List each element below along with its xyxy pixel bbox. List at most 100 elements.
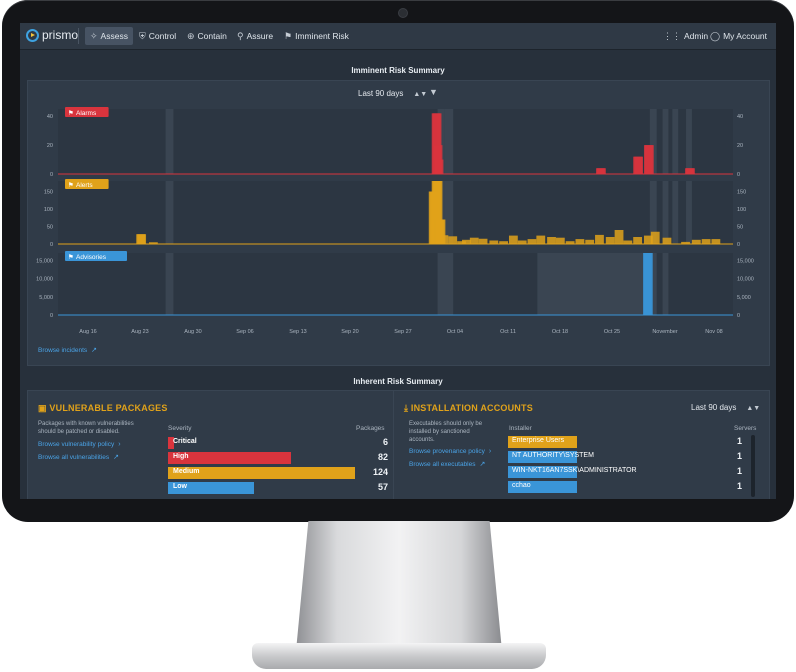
y-tick-label-right: 20	[737, 143, 743, 149]
installation-accounts-panel: ⤓ INSTALLATION ACCOUNTS Last 90 days ▲▼ E…	[393, 390, 770, 499]
installer-row[interactable]: Enterprise Users 1	[508, 436, 748, 448]
shaded-region	[686, 181, 692, 244]
chevron-right-icon: ›	[118, 441, 121, 448]
y-tick-label: 40	[47, 114, 53, 120]
severity-label: Medium	[173, 468, 200, 475]
data-bar	[148, 242, 158, 244]
severity-label: Low	[173, 483, 187, 490]
shaded-region	[537, 253, 645, 315]
install-desc-line: Executables should only be	[409, 421, 483, 427]
installer-row[interactable]: NT AUTHORITY\SYSTEM 1	[508, 451, 748, 463]
y-tick-label-right: 5,000	[737, 295, 751, 301]
chart-pane-advisories: 0 0 5,000 5,000 10,000 10,000 15,000 15,000 ⚑ Adv…	[36, 251, 754, 319]
plot-area	[58, 109, 733, 174]
installer-label: WIN-NKT16AN7SSK\ADMINISTRATOR	[512, 467, 637, 474]
shaded-region	[437, 253, 454, 315]
series-tag-label: Advisories	[76, 254, 107, 261]
nav-tab-label: Contain	[197, 31, 227, 41]
package-icon: ▣	[38, 403, 47, 413]
link-label: Browse provenance policy	[409, 448, 485, 455]
account-label: My Account	[723, 31, 768, 41]
series-tag-alarms: ⚑ Alarms	[65, 107, 109, 117]
flag-icon: ⚑	[68, 181, 74, 189]
data-bar	[462, 239, 471, 244]
package-count: 82	[377, 452, 388, 462]
severity-bar	[168, 482, 254, 494]
series-tag-label: Alerts	[76, 182, 93, 189]
browse-all-vulnerabilities-link[interactable]: Browse all vulnerabilities ↗	[38, 453, 119, 461]
data-bar	[547, 237, 556, 244]
x-tick-label: Oct 04	[447, 329, 463, 335]
data-bar	[478, 238, 488, 244]
installer-row[interactable]: WIN-NKT16AN7SSK\ADMINISTRATOR 1	[508, 466, 748, 478]
install-description: Executables should only be installed by …	[409, 420, 482, 444]
browse-incidents-link[interactable]: Browse incidents ↗	[38, 346, 97, 354]
y-tick-label-right: 15,000	[737, 258, 754, 264]
x-tick-label: Oct 25	[604, 329, 620, 335]
vuln-desc-line: Packages with known vulnerabilities	[38, 421, 134, 427]
filter-icon[interactable]: ▼	[429, 87, 438, 97]
nav-tab-contain[interactable]: ⊕ Contain	[182, 27, 232, 45]
y-tick-label-right: 10,000	[737, 277, 754, 283]
severity-row-high[interactable]: High 82	[168, 452, 388, 464]
data-bar	[489, 240, 499, 244]
x-tick-label: Sep 27	[394, 329, 411, 335]
account-menu[interactable]: ◯ My Account	[705, 27, 772, 45]
server-count: 1	[736, 436, 742, 446]
data-bar	[662, 237, 672, 244]
install-range-select[interactable]: Last 90 days ▲▼	[691, 403, 760, 412]
inherent-risk-title: Inherent Risk Summary	[353, 377, 443, 386]
data-bar	[457, 241, 466, 244]
screen: prismo ✧ Assess ⛨ Control ⊕ Contain ⚲ Assure…	[20, 23, 776, 499]
shaded-region	[662, 181, 669, 244]
logo-text: prismo	[42, 28, 79, 42]
sliders-icon: ⋮⋮	[663, 31, 681, 41]
y-tick-label: 50	[47, 225, 53, 231]
shaded-region	[444, 181, 454, 244]
severity-row-medium[interactable]: Medium 124	[168, 467, 388, 479]
link-label: Browse all vulnerabilities	[38, 454, 110, 461]
flag-icon: ⚑	[68, 253, 74, 261]
x-tick-label: Aug 23	[131, 329, 148, 335]
data-bar	[137, 234, 147, 244]
data-bar	[434, 159, 444, 174]
severity-row-critical[interactable]: Critical 6	[168, 437, 388, 449]
data-bar	[701, 239, 711, 244]
data-bar	[643, 253, 653, 315]
install-desc-line: installed by sanctioned	[409, 429, 470, 435]
range-select[interactable]: Last 90 days ▲▼	[358, 89, 427, 98]
package-count: 57	[377, 482, 388, 492]
nav-tab-control[interactable]: ⛨ Control	[134, 27, 181, 45]
browse-provenance-policy-link[interactable]: Browse provenance policy ›	[409, 448, 491, 455]
nav-tab-assess[interactable]: ✧ Assess	[85, 27, 133, 45]
data-bar	[597, 168, 606, 174]
data-bar	[686, 168, 695, 174]
data-bar	[623, 240, 633, 244]
nav-tab-assure[interactable]: ⚲ Assure	[232, 27, 278, 45]
nav-tab-imminent-risk[interactable]: ⚑ Imminent Risk	[279, 27, 354, 45]
chart-pane-alerts: 0 0 50 50 100 100 150 150 ⚑ Alerts	[44, 179, 746, 248]
nav-tab-label: Control	[148, 31, 177, 41]
browse-all-executables-link[interactable]: Browse all executables ↗	[409, 460, 485, 468]
server-count: 1	[736, 466, 742, 476]
shaded-region	[444, 109, 454, 174]
x-tick-label: Oct 18	[552, 329, 568, 335]
y-tick-label: 0	[50, 242, 53, 248]
severity-row-low[interactable]: Low 57	[168, 482, 388, 494]
y-tick-label-right: 50	[737, 225, 743, 231]
data-bar	[439, 235, 449, 244]
camera-icon	[398, 8, 408, 18]
scrollbar[interactable]	[751, 435, 755, 497]
data-bar	[681, 241, 690, 244]
top-navbar: prismo ✧ Assess ⛨ Control ⊕ Contain ⚲ Assure…	[20, 23, 776, 50]
crosshair-icon: ⊕	[187, 31, 195, 41]
admin-label: Admin	[684, 31, 709, 41]
browse-vulnerability-policy-link[interactable]: Browse vulnerability policy ›	[38, 441, 121, 448]
logo[interactable]: prismo	[26, 28, 78, 42]
admin-menu[interactable]: ⋮⋮ Admin	[658, 27, 713, 45]
vuln-desc-line: should be patched or disabled.	[38, 429, 120, 435]
data-bar	[469, 237, 479, 244]
updown-icon: ▲▼	[413, 91, 428, 98]
shaded-region	[649, 253, 657, 315]
installer-row[interactable]: cchao 1	[508, 481, 748, 493]
